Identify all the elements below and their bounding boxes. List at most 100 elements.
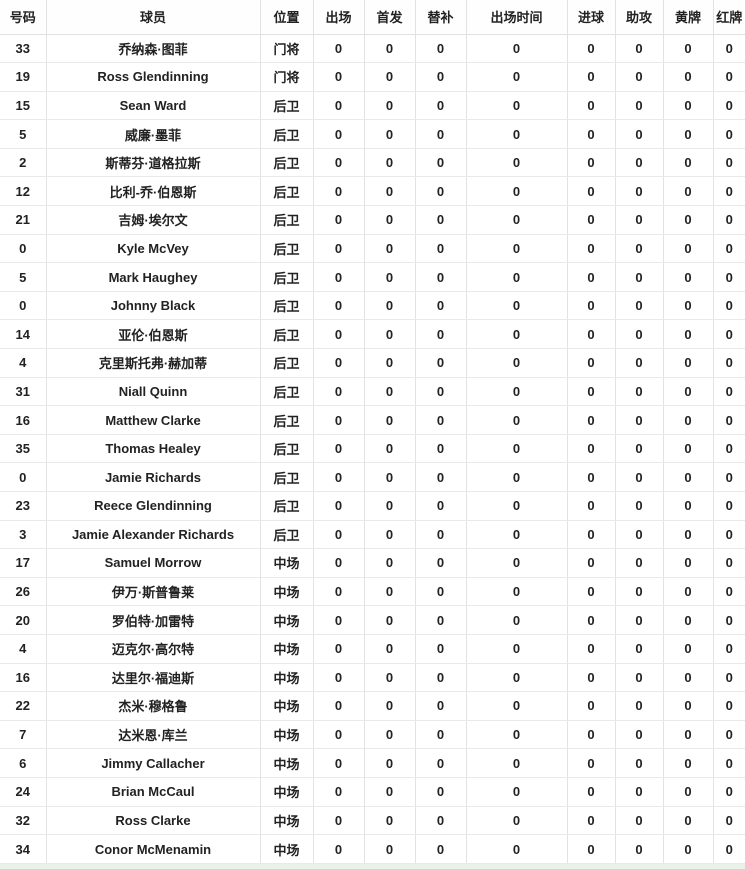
cell-red-card: 0 xyxy=(713,205,745,235)
cell-player: Ross Clarke xyxy=(46,806,261,836)
cell-assists: 0 xyxy=(615,548,664,578)
cell-red-card: 0 xyxy=(713,462,745,492)
cell-position: 中场 xyxy=(260,777,314,807)
cell-assists: 0 xyxy=(615,262,664,292)
cell-number: 20 xyxy=(0,605,47,635)
cell-red-card: 0 xyxy=(713,634,745,664)
cell-number: 0 xyxy=(0,291,47,321)
cell-yellow-card: 0 xyxy=(663,119,714,149)
cell-position: 后卫 xyxy=(260,91,314,121)
cell-goals: 0 xyxy=(567,520,616,550)
cell-assists: 0 xyxy=(615,148,664,178)
cell-player: Samuel Morrow xyxy=(46,548,261,578)
cell-appearances: 0 xyxy=(313,405,365,435)
cell-number: 12 xyxy=(0,176,47,207)
cell-minutes: 0 xyxy=(466,748,568,778)
cell-yellow-card: 0 xyxy=(663,720,714,750)
cell-starts: 0 xyxy=(364,748,416,778)
cell-assists: 0 xyxy=(615,291,664,321)
cell-appearances: 0 xyxy=(313,176,365,207)
cell-position: 后卫 xyxy=(260,405,314,435)
header-appearances: 出场 xyxy=(313,0,365,35)
cell-substitute: 0 xyxy=(415,462,467,492)
cell-minutes: 0 xyxy=(466,691,568,721)
cell-position: 后卫 xyxy=(260,377,314,407)
cell-substitute: 0 xyxy=(415,176,467,207)
cell-number: 2 xyxy=(0,148,47,178)
cell-position: 后卫 xyxy=(260,291,314,321)
cell-goals: 0 xyxy=(567,119,616,149)
footer-strip xyxy=(0,864,745,869)
cell-substitute: 0 xyxy=(415,91,467,121)
table-row: 32 Ross Clarke 中场 0 0 0 0 0 0 0 0 xyxy=(0,806,745,836)
cell-yellow-card: 0 xyxy=(663,377,714,407)
cell-minutes: 0 xyxy=(466,319,568,350)
cell-appearances: 0 xyxy=(313,119,365,149)
cell-yellow-card: 0 xyxy=(663,91,714,121)
cell-assists: 0 xyxy=(615,176,664,207)
cell-position: 门将 xyxy=(260,62,314,92)
table-row: 7 达米恩·库兰 中场 0 0 0 0 0 0 0 0 xyxy=(0,720,745,750)
cell-position: 后卫 xyxy=(260,434,314,464)
cell-goals: 0 xyxy=(567,291,616,321)
cell-player: 亚伦·伯恩斯 xyxy=(46,319,261,350)
cell-substitute: 0 xyxy=(415,663,467,693)
cell-position: 中场 xyxy=(260,548,314,578)
cell-assists: 0 xyxy=(615,348,664,378)
table-row: 14 亚伦·伯恩斯 后卫 0 0 0 0 0 0 0 0 xyxy=(0,319,745,350)
cell-red-card: 0 xyxy=(713,520,745,550)
cell-minutes: 0 xyxy=(466,834,568,864)
cell-number: 5 xyxy=(0,262,47,292)
cell-red-card: 0 xyxy=(713,405,745,435)
cell-starts: 0 xyxy=(364,520,416,550)
cell-player: 迈克尔·高尔特 xyxy=(46,634,261,664)
table-row: 26 伊万·斯普鲁莱 中场 0 0 0 0 0 0 0 0 xyxy=(0,577,745,607)
cell-player: Jimmy Callacher xyxy=(46,748,261,778)
cell-assists: 0 xyxy=(615,91,664,121)
table-row: 3 Jamie Alexander Richards 后卫 0 0 0 0 0 0 0 0 xyxy=(0,520,745,550)
cell-goals: 0 xyxy=(567,205,616,235)
cell-starts: 0 xyxy=(364,434,416,464)
cell-minutes: 0 xyxy=(466,34,568,64)
cell-yellow-card: 0 xyxy=(663,491,714,521)
cell-player: Johnny Black xyxy=(46,291,261,321)
cell-goals: 0 xyxy=(567,148,616,178)
cell-goals: 0 xyxy=(567,577,616,607)
cell-yellow-card: 0 xyxy=(663,405,714,435)
cell-appearances: 0 xyxy=(313,34,365,64)
cell-starts: 0 xyxy=(364,691,416,721)
cell-assists: 0 xyxy=(615,663,664,693)
cell-goals: 0 xyxy=(567,62,616,92)
table-row: 17 Samuel Morrow 中场 0 0 0 0 0 0 0 0 xyxy=(0,548,745,578)
cell-goals: 0 xyxy=(567,262,616,292)
cell-minutes: 0 xyxy=(466,462,568,492)
cell-red-card: 0 xyxy=(713,663,745,693)
cell-red-card: 0 xyxy=(713,777,745,807)
cell-substitute: 0 xyxy=(415,34,467,64)
cell-yellow-card: 0 xyxy=(663,234,714,264)
cell-substitute: 0 xyxy=(415,491,467,521)
cell-player: 达米恩·库兰 xyxy=(46,720,261,750)
cell-red-card: 0 xyxy=(713,62,745,92)
cell-yellow-card: 0 xyxy=(663,462,714,492)
cell-appearances: 0 xyxy=(313,234,365,264)
cell-appearances: 0 xyxy=(313,148,365,178)
cell-yellow-card: 0 xyxy=(663,62,714,92)
cell-position: 后卫 xyxy=(260,148,314,178)
cell-appearances: 0 xyxy=(313,434,365,464)
cell-appearances: 0 xyxy=(313,806,365,836)
cell-position: 后卫 xyxy=(260,462,314,492)
cell-yellow-card: 0 xyxy=(663,663,714,693)
cell-starts: 0 xyxy=(364,405,416,435)
cell-appearances: 0 xyxy=(313,291,365,321)
cell-minutes: 0 xyxy=(466,205,568,235)
cell-minutes: 0 xyxy=(466,548,568,578)
cell-red-card: 0 xyxy=(713,291,745,321)
cell-red-card: 0 xyxy=(713,577,745,607)
cell-yellow-card: 0 xyxy=(663,319,714,350)
cell-appearances: 0 xyxy=(313,262,365,292)
cell-minutes: 0 xyxy=(466,634,568,664)
header-starts: 首发 xyxy=(364,0,416,35)
cell-substitute: 0 xyxy=(415,605,467,635)
cell-starts: 0 xyxy=(364,577,416,607)
